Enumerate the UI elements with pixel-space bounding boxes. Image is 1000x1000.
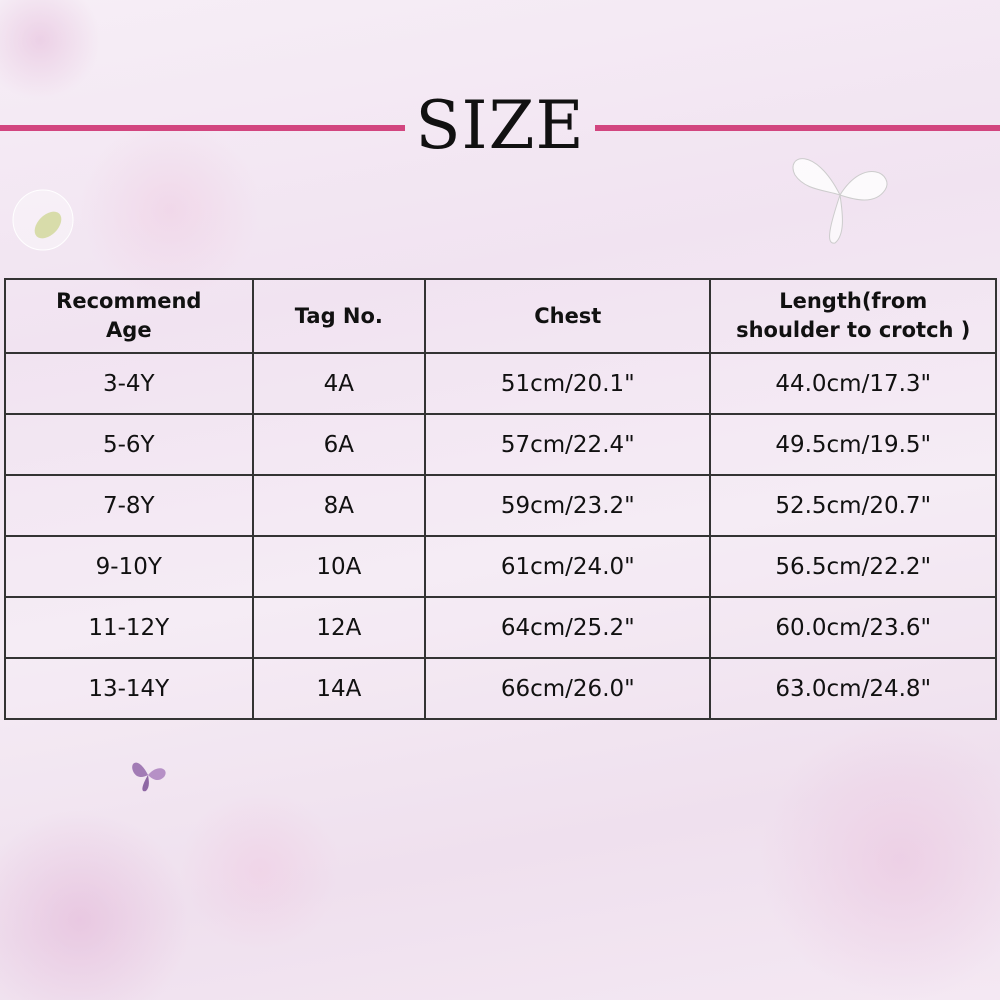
- table-row: 9-10Y 10A 61cm/24.0" 56.5cm/22.2": [4, 535, 997, 598]
- cell-length: 63.0cm/24.8": [709, 657, 997, 720]
- butterfly-icon: [792, 158, 888, 244]
- cell-tag-no: 8A: [251, 474, 427, 537]
- cell-tag-no: 14A: [251, 657, 427, 720]
- cell-length: 49.5cm/19.5": [709, 413, 997, 476]
- cell-chest: 66cm/26.0": [424, 657, 712, 720]
- header-tag-no: Tag No.: [251, 278, 427, 354]
- cell-chest: 64cm/25.2": [424, 596, 712, 659]
- small-butterfly-icon: [132, 762, 166, 792]
- cell-age: 3-4Y: [4, 352, 254, 415]
- title-rule-right: [595, 125, 1000, 131]
- table-row: 3-4Y 4A 51cm/20.1" 44.0cm/17.3": [4, 352, 997, 415]
- cell-age: 5-6Y: [4, 413, 254, 476]
- page-title: SIZE: [415, 87, 585, 164]
- cell-chest: 61cm/24.0": [424, 535, 712, 598]
- cell-chest: 59cm/23.2": [424, 474, 712, 537]
- header-chest: Chest: [424, 278, 712, 354]
- cell-chest: 57cm/22.4": [424, 413, 712, 476]
- cell-tag-no: 4A: [251, 352, 427, 415]
- leaf-bubble-icon: [12, 189, 74, 251]
- cell-tag-no: 10A: [251, 535, 427, 598]
- cell-length: 52.5cm/20.7": [709, 474, 997, 537]
- cell-age: 11-12Y: [4, 596, 254, 659]
- size-table: Recommend Age Tag No. Chest Length(from sh…: [4, 278, 997, 720]
- table-row: 13-14Y 14A 66cm/26.0" 63.0cm/24.8": [4, 657, 997, 720]
- cell-tag-no: 12A: [251, 596, 427, 659]
- cell-age: 13-14Y: [4, 657, 254, 720]
- header-length: Length(from shoulder to crotch ): [709, 278, 997, 354]
- cell-age: 9-10Y: [4, 535, 254, 598]
- title-rule-left: [0, 125, 405, 131]
- table-row: 11-12Y 12A 64cm/25.2" 60.0cm/23.6": [4, 596, 997, 659]
- cell-length: 60.0cm/23.6": [709, 596, 997, 659]
- cell-chest: 51cm/20.1": [424, 352, 712, 415]
- cell-length: 56.5cm/22.2": [709, 535, 997, 598]
- cell-age: 7-8Y: [4, 474, 254, 537]
- cell-tag-no: 6A: [251, 413, 427, 476]
- table-row: 7-8Y 8A 59cm/23.2" 52.5cm/20.7": [4, 474, 997, 537]
- table-row: 5-6Y 6A 57cm/22.4" 49.5cm/19.5": [4, 413, 997, 476]
- header-recommend-age: Recommend Age: [4, 278, 254, 354]
- cell-length: 44.0cm/17.3": [709, 352, 997, 415]
- table-header-row: Recommend Age Tag No. Chest Length(from sh…: [4, 278, 997, 354]
